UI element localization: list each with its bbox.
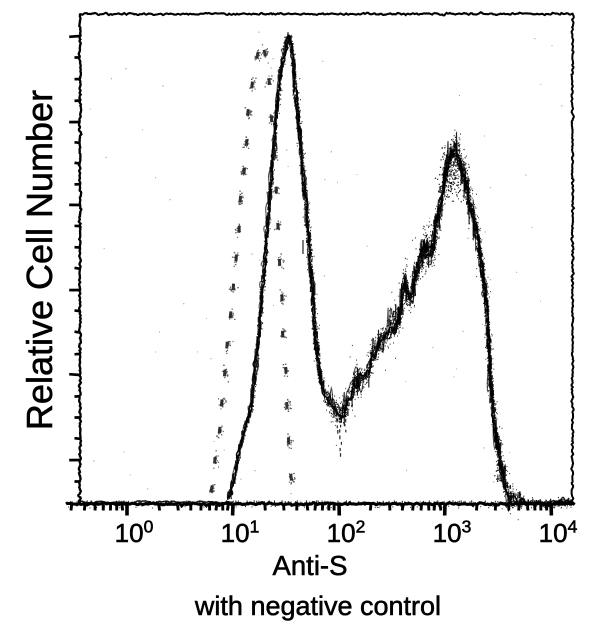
svg-text:Anti-S: Anti-S	[273, 550, 348, 581]
svg-text:Relative Cell Number: Relative Cell Number	[19, 90, 60, 430]
svg-text:with negative control: with negative control	[194, 591, 441, 621]
svg-text:100: 100	[115, 517, 154, 549]
